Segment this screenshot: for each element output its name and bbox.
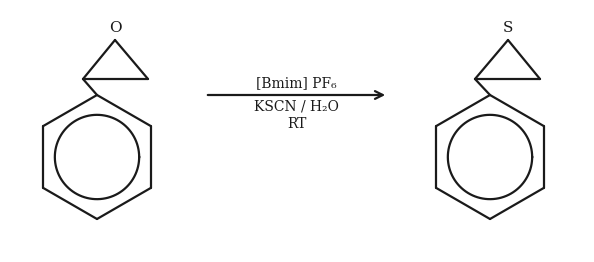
Text: KSCN / H₂O: KSCN / H₂O (254, 100, 339, 114)
Text: S: S (503, 21, 513, 35)
Text: RT: RT (287, 117, 306, 131)
Text: O: O (109, 21, 121, 35)
Text: [Bmim] PF₆: [Bmim] PF₆ (256, 76, 337, 90)
